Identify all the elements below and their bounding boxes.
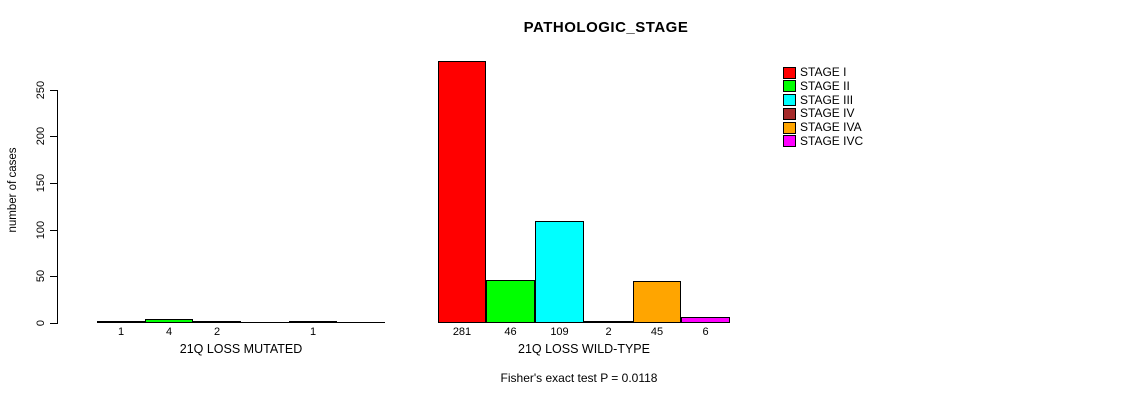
bar-value-label: 109 [550,326,569,338]
y-tick [50,230,57,231]
annotation-text: Fisher's exact test P = 0.0118 [500,371,658,385]
legend-swatch [783,80,796,92]
bar [193,321,241,323]
bar-value-label: 2 [605,326,612,338]
legend-swatch [783,135,796,147]
legend-label: STAGE II [800,79,850,93]
bar [289,321,337,323]
y-tick-label: 250 [35,80,47,100]
legend-label: STAGE IV [800,106,855,120]
bar [681,317,730,323]
legend-label: STAGE III [800,93,854,107]
bar [438,61,486,323]
y-axis-line [57,90,58,324]
bar-value-label: 281 [452,326,472,338]
y-tick [50,276,57,277]
y-tick [50,183,57,184]
legend-label: STAGE IVC [800,134,864,148]
bar-value-label: 46 [504,326,517,338]
bar [633,281,681,323]
y-axis-label: number of cases [7,147,19,233]
chart-title: PATHOLOGIC_STAGE [523,19,689,36]
bar [145,319,193,323]
bar-value-label: 6 [702,326,709,338]
group-label: 21Q LOSS WILD-TYPE [518,342,650,356]
legend-swatch [783,108,796,120]
y-tick-label: 100 [35,220,47,240]
bar-value-label: 2 [213,326,221,338]
bar-value-label: 4 [165,326,173,338]
bar [584,321,633,323]
y-tick [50,323,57,324]
bar-value-label: 1 [117,326,125,338]
bar [535,221,584,323]
y-tick-label: 50 [35,269,47,283]
bar-value-label: 1 [309,326,317,338]
legend-label: STAGE IVA [800,120,862,134]
legend-swatch [783,122,796,134]
y-tick [50,90,57,91]
y-tick-label: 150 [35,173,47,193]
legend-label: STAGE I [800,65,847,79]
y-tick-label: 200 [35,126,47,146]
bar [241,322,289,323]
group-label: 21Q LOSS MUTATED [179,342,303,356]
legend-swatch [783,94,796,106]
bar [337,322,385,323]
bar [486,280,535,323]
bar [97,321,145,323]
y-tick-label: 0 [35,319,47,327]
y-tick [50,136,57,137]
bar-value-label: 45 [650,326,664,338]
legend-swatch [783,67,796,79]
